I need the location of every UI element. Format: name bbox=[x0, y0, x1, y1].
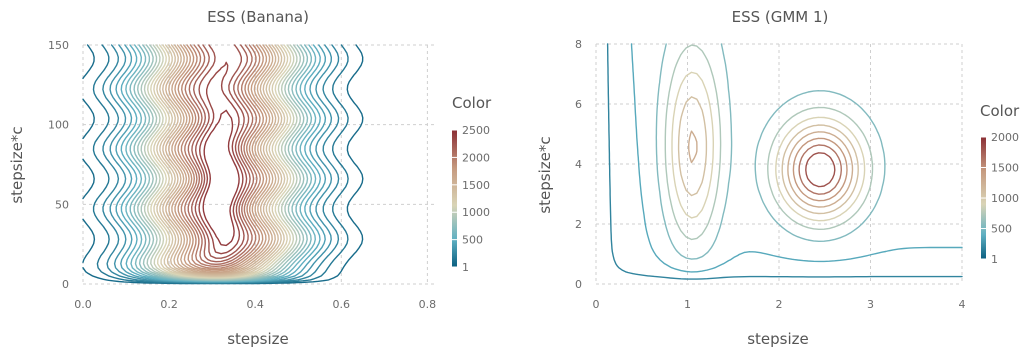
colorbar-tick-label: 2000 bbox=[991, 131, 1019, 144]
x-tick-label: 0.8 bbox=[419, 298, 437, 311]
x-tick-label: 0.4 bbox=[246, 298, 264, 311]
y-tick-labels: 0 2 4 6 8 bbox=[575, 38, 582, 291]
chart-banana: ESS (Banana) 0.0 0.2 0.4 0.6 0.8 0 50 100 150 s… bbox=[8, 8, 492, 348]
contour-lines bbox=[608, 44, 962, 279]
colorbar-tick-label: 2000 bbox=[462, 151, 490, 164]
x-tick-label: 0 bbox=[593, 298, 600, 311]
contour-lines bbox=[83, 45, 363, 284]
chart-title: ESS (GMM 1) bbox=[732, 8, 829, 26]
colorbar-tick-label: 500 bbox=[991, 223, 1012, 236]
x-axis-label: stepsize bbox=[227, 330, 289, 348]
x-tick-labels: 0 1 2 3 4 bbox=[593, 298, 966, 311]
y-tick-label: 50 bbox=[55, 198, 69, 211]
y-tick-labels: 0 50 100 150 bbox=[48, 39, 69, 291]
y-tick-label: 100 bbox=[48, 119, 69, 132]
y-tick-label: 150 bbox=[48, 39, 69, 52]
y-tick-label: 6 bbox=[575, 98, 582, 111]
colorbar-tick-label: 1500 bbox=[991, 162, 1019, 175]
colorbar-tick-label: 1 bbox=[991, 253, 998, 266]
colorbar-tick-label: 1 bbox=[462, 261, 469, 274]
y-tick-label: 8 bbox=[575, 38, 582, 51]
colorbar-tick-label: 1000 bbox=[991, 192, 1019, 205]
y-axis-label: stepsize*c bbox=[536, 136, 554, 213]
x-tick-label: 1 bbox=[684, 298, 691, 311]
chart-gmm1: ESS (GMM 1) 0 1 2 3 4 0 2 4 6 8 stepsize stepsiz… bbox=[536, 8, 1020, 348]
contour-line bbox=[94, 45, 349, 283]
chart-title: ESS (Banana) bbox=[207, 8, 309, 26]
x-tick-label: 2 bbox=[776, 298, 783, 311]
colorbar-tick-label: 500 bbox=[462, 234, 483, 247]
x-axis-label: stepsize bbox=[747, 330, 809, 348]
contour-line bbox=[608, 44, 962, 279]
colorbar-gradient bbox=[452, 130, 457, 267]
y-tick-label: 0 bbox=[62, 278, 69, 291]
x-tick-label: 0.2 bbox=[160, 298, 178, 311]
x-tick-label: 0.0 bbox=[74, 298, 92, 311]
y-tick-label: 4 bbox=[575, 158, 582, 171]
contour-line bbox=[672, 72, 865, 220]
x-tick-labels: 0.0 0.2 0.4 0.6 0.8 bbox=[74, 298, 436, 311]
contour-line bbox=[806, 153, 835, 187]
colorbar-label: Color bbox=[452, 94, 492, 112]
colorbar-label: Color bbox=[980, 102, 1020, 120]
y-tick-label: 0 bbox=[575, 278, 582, 291]
x-tick-label: 0.6 bbox=[333, 298, 351, 311]
y-axis-label: stepsize*c bbox=[8, 126, 26, 203]
contour-line bbox=[199, 62, 243, 253]
contour-line bbox=[185, 45, 257, 266]
contour-line bbox=[793, 138, 847, 200]
x-tick-label: 3 bbox=[867, 298, 874, 311]
colorbar-tick-label: 1000 bbox=[462, 206, 490, 219]
x-tick-label: 4 bbox=[959, 298, 966, 311]
y-tick-label: 2 bbox=[575, 218, 582, 231]
contour-line bbox=[632, 44, 963, 272]
colorbar-tick-label: 1500 bbox=[462, 179, 490, 192]
colorbar-tick-label: 2500 bbox=[462, 124, 490, 137]
